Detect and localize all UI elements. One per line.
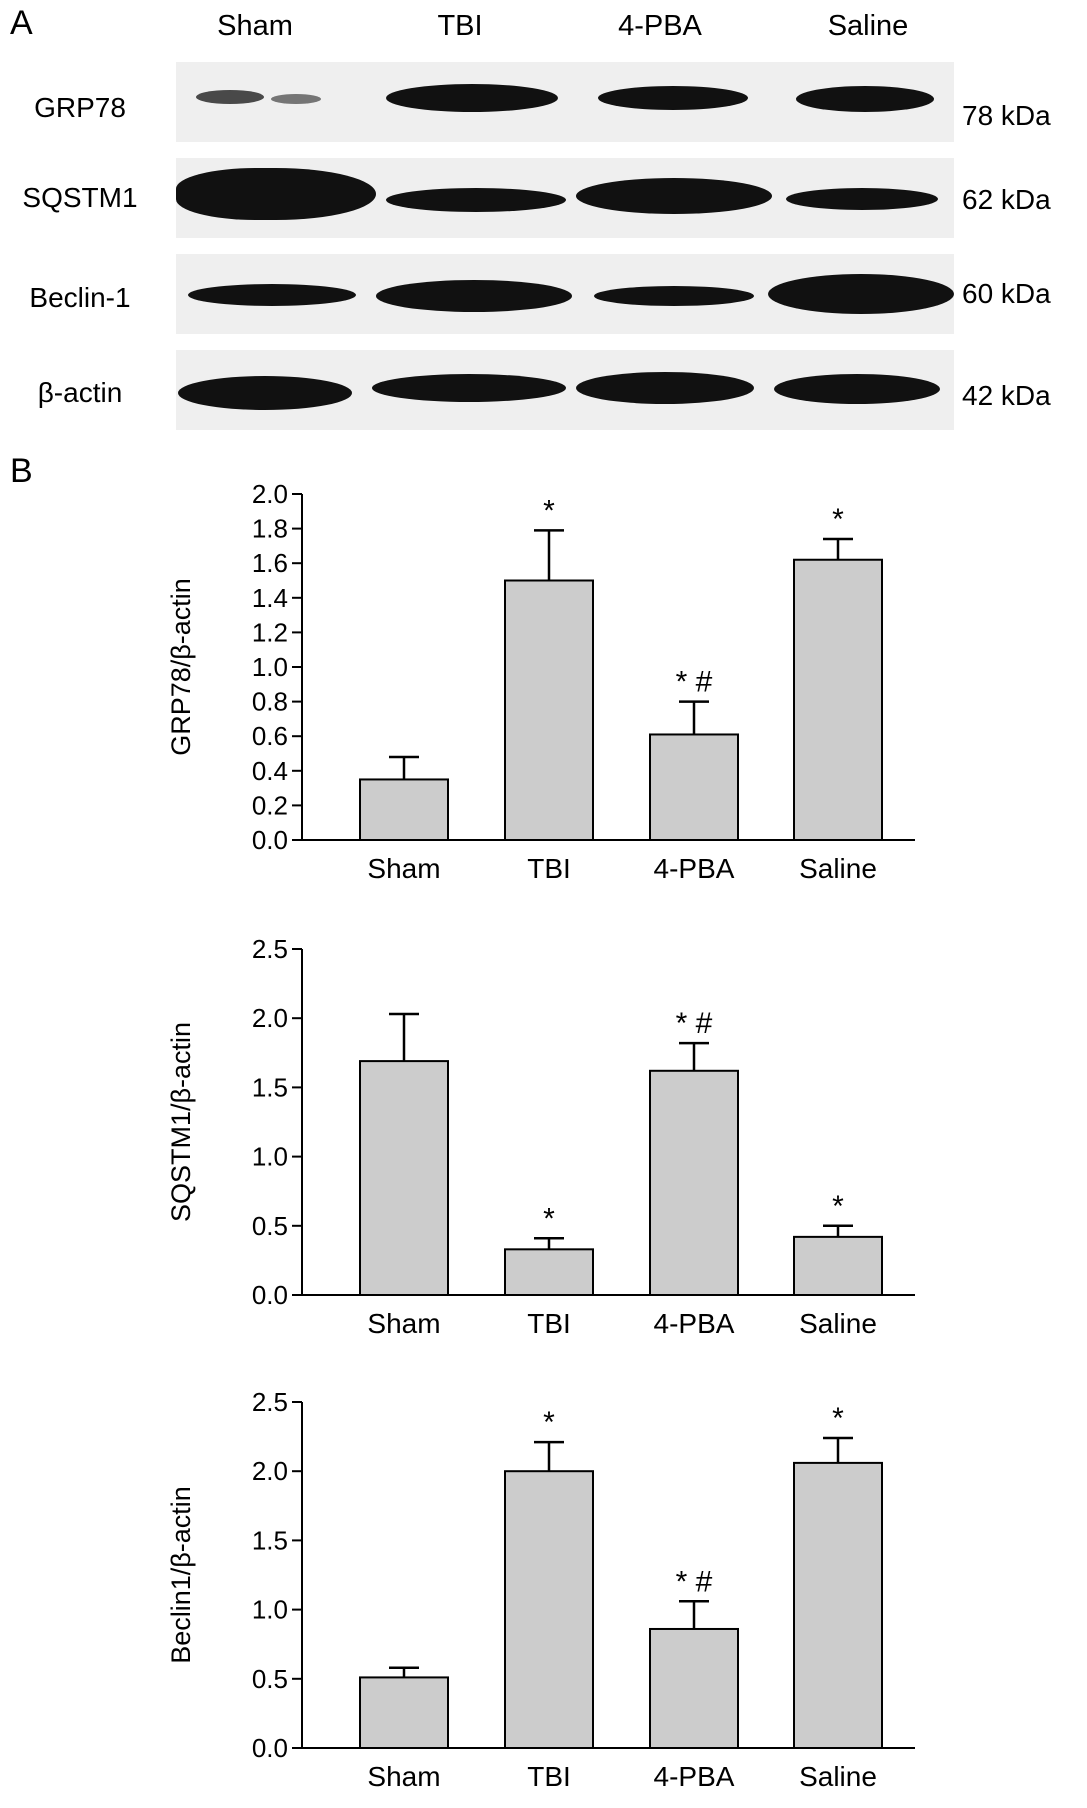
bar-tbi — [504, 579, 594, 841]
x-tick-label: 4-PBA — [654, 1308, 735, 1339]
x-tick-label: Sham — [367, 1761, 440, 1792]
y-tick-label: 0.0 — [252, 1280, 288, 1310]
band-beta-actin-sham — [178, 376, 352, 410]
band-sqstm1-saline — [786, 188, 938, 210]
x-tick-label: TBI — [527, 853, 571, 884]
y-tick-label: 0.8 — [252, 687, 288, 717]
y-tick-label: 1.5 — [252, 1525, 288, 1555]
lane-label-tbi: TBI — [437, 10, 483, 42]
blot-strip-beclin1 — [176, 254, 954, 334]
y-tick-label: 0.0 — [252, 1733, 288, 1763]
bar-4-pba — [649, 1069, 739, 1296]
band-sqstm1-sham — [176, 168, 376, 220]
x-tick-label: Saline — [799, 1308, 877, 1339]
y-tick-label: 0.5 — [252, 1211, 288, 1241]
band-grp78-sham-a — [196, 90, 264, 104]
blot-strip-sqstm1 — [176, 158, 954, 238]
band-grp78-saline — [796, 86, 934, 112]
y-tick-label: 1.6 — [252, 548, 288, 578]
blot-kda-sqstm1: 62 kDa — [962, 184, 1051, 215]
x-tick-label: Saline — [799, 853, 877, 884]
y-tick-label: 1.0 — [252, 1142, 288, 1172]
significance-marker: * — [543, 494, 555, 527]
band-sqstm1-4pba — [576, 178, 772, 214]
blot-protein-beta-actin: β-actin — [37, 377, 123, 408]
y-tick-label: 1.0 — [252, 652, 288, 682]
band-beta-actin-tbi — [372, 374, 566, 402]
chart-grp78: 0.0 0.2 0.4 0.6 0.8 1.0 1.2 1.4 1.6 1.8 2.0 GRP78/β… — [166, 479, 915, 884]
significance-marker: * — [832, 1190, 844, 1223]
bar-sham — [359, 1676, 449, 1749]
band-beclin1-saline — [768, 274, 954, 314]
bar-saline — [793, 558, 883, 842]
bar-saline — [793, 1235, 883, 1297]
blot-kda-beclin1: 60 kDa — [962, 278, 1051, 309]
x-tick-label: TBI — [527, 1308, 571, 1339]
band-beta-actin-saline — [774, 374, 940, 404]
band-grp78-4pba — [598, 86, 748, 110]
x-tick-label: Saline — [799, 1761, 877, 1792]
y-tick-label: 0.0 — [252, 825, 288, 855]
blot-strip-beta-actin — [176, 350, 954, 430]
bar-tbi — [504, 1470, 594, 1749]
significance-marker: * — [543, 1202, 555, 1235]
y-tick-label: 2.5 — [252, 934, 288, 964]
band-grp78-sham-b — [271, 94, 321, 104]
band-beclin1-sham — [188, 284, 356, 306]
lane-label-sham: Sham — [217, 10, 293, 42]
significance-marker: * # — [676, 666, 713, 699]
significance-marker: * # — [676, 1565, 713, 1598]
lane-label-4pba: 4-PBA — [618, 10, 702, 42]
blot-strip-grp78 — [176, 62, 954, 142]
bar-sham — [359, 1060, 449, 1296]
band-grp78-tbi — [386, 84, 558, 112]
y-tick-label: 0.5 — [252, 1664, 288, 1694]
chart-sqstm1: 0.0 0.5 1.0 1.5 2.0 2.5 SQSTM1/β-actin Sham * TBI… — [166, 934, 915, 1339]
x-tick-label: Sham — [367, 1308, 440, 1339]
bar-4-pba — [649, 733, 739, 841]
bar-tbi — [504, 1248, 594, 1297]
band-beta-actin-4pba — [576, 372, 754, 404]
panel-b-letter: B — [10, 452, 33, 490]
y-tick-label: 2.0 — [252, 1003, 288, 1033]
panel-a-letter: A — [10, 4, 33, 42]
y-tick-label: 1.0 — [252, 1595, 288, 1625]
y-tick-label: 0.4 — [252, 756, 288, 786]
bar-sham — [359, 778, 449, 842]
significance-marker: * — [832, 503, 844, 536]
y-axis-label: Beclin1/β-actin — [166, 1486, 196, 1664]
y-tick-label: 1.2 — [252, 617, 288, 647]
significance-marker: * # — [676, 1007, 713, 1040]
y-tick-label: 2.0 — [252, 479, 288, 509]
significance-marker: * — [832, 1402, 844, 1435]
blot-protein-grp78: GRP78 — [34, 92, 126, 123]
blot-protein-sqstm1: SQSTM1 — [22, 182, 138, 213]
blot-protein-beclin1: Beclin-1 — [29, 282, 131, 313]
blot-kda-grp78: 78 kDa — [962, 100, 1051, 131]
y-tick-label: 1.8 — [252, 514, 288, 544]
significance-marker: * — [543, 1406, 555, 1439]
x-tick-label: 4-PBA — [654, 853, 735, 884]
x-tick-label: TBI — [527, 1761, 571, 1792]
lane-label-saline: Saline — [827, 10, 909, 42]
x-tick-label: Sham — [367, 853, 440, 884]
y-tick-label: 1.5 — [252, 1072, 288, 1102]
y-axis-label: SQSTM1/β-actin — [166, 1022, 196, 1222]
x-tick-label: 4-PBA — [654, 1761, 735, 1792]
y-tick-label: 2.5 — [252, 1387, 288, 1417]
y-tick-label: 1.4 — [252, 583, 288, 613]
band-sqstm1-tbi — [386, 188, 566, 212]
y-tick-label: 0.2 — [252, 790, 288, 820]
bar-saline — [793, 1461, 883, 1749]
y-tick-label: 0.6 — [252, 721, 288, 751]
chart-beclin1: 0.0 0.5 1.0 1.5 2.0 2.5 Beclin1/β-actin Sham * TB… — [166, 1387, 915, 1792]
y-tick-label: 2.0 — [252, 1456, 288, 1486]
band-beclin1-4pba — [594, 286, 754, 306]
bar-4-pba — [649, 1627, 739, 1749]
y-axis-label: GRP78/β-actin — [166, 578, 196, 756]
blot-kda-beta-actin: 42 kDa — [962, 380, 1051, 411]
band-beclin1-tbi — [376, 280, 572, 312]
